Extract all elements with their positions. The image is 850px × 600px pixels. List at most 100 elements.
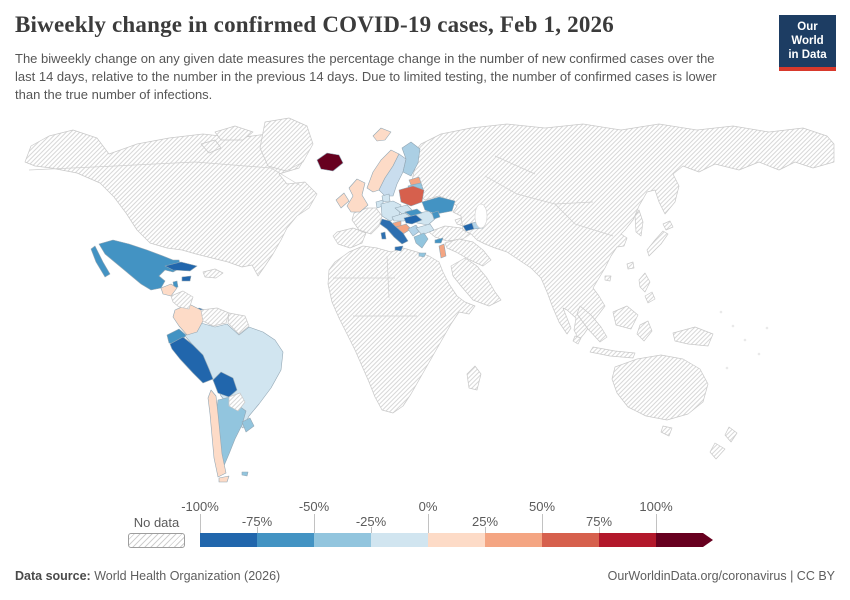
legend-bin[interactable] bbox=[314, 533, 371, 547]
region-asia bbox=[410, 123, 835, 341]
country-israel[interactable] bbox=[438, 243, 447, 259]
owid-logo-line1: Our World bbox=[791, 21, 824, 48]
legend-bin[interactable] bbox=[485, 533, 542, 547]
country-united-kingdom[interactable] bbox=[346, 178, 369, 213]
country-poland[interactable] bbox=[398, 185, 425, 207]
legend-bin[interactable] bbox=[200, 533, 257, 547]
legend-tick bbox=[542, 514, 543, 533]
legend-tick bbox=[656, 514, 657, 533]
inland-seas bbox=[474, 203, 488, 229]
footer-credit[interactable]: OurWorldinData.org/coronavirus | CC BY bbox=[607, 569, 835, 583]
region-france bbox=[351, 207, 383, 235]
world-map[interactable] bbox=[15, 116, 835, 494]
footer-source-text: World Health Organization (2026) bbox=[90, 569, 281, 583]
country-slovakia[interactable] bbox=[404, 208, 423, 217]
legend-tick-label: 75% bbox=[585, 514, 613, 529]
footer-source: Data source: World Health Organization (… bbox=[15, 569, 280, 583]
country-moldova[interactable] bbox=[431, 210, 441, 220]
region-hokkaido bbox=[662, 220, 674, 231]
legend-bin[interactable] bbox=[257, 533, 314, 547]
country-finland[interactable] bbox=[401, 141, 421, 177]
owid-logo-line2: in Data bbox=[788, 49, 827, 62]
legend-tick-label: 50% bbox=[528, 499, 556, 514]
region-arctic-islands bbox=[214, 125, 254, 141]
region-honduras-nicaragua bbox=[170, 290, 194, 310]
pacific-islands bbox=[719, 310, 769, 370]
country-guatemala[interactable] bbox=[160, 283, 178, 297]
region-sri-lanka bbox=[572, 335, 582, 345]
region-new-guinea bbox=[672, 326, 714, 347]
region-levant bbox=[444, 238, 492, 267]
colored-countries bbox=[90, 127, 484, 483]
legend-no-data-swatch[interactable] bbox=[128, 533, 185, 548]
world-map-svg[interactable] bbox=[15, 116, 835, 494]
legend-bin-overflow[interactable] bbox=[656, 533, 713, 547]
country-mexico[interactable] bbox=[90, 239, 182, 291]
footer-source-label: Data source: bbox=[15, 569, 91, 583]
no-data-regions bbox=[24, 117, 835, 460]
legend-tick-label: -75% bbox=[241, 514, 273, 529]
legend-tick-label: 0% bbox=[418, 499, 438, 514]
legend-tick bbox=[200, 514, 201, 533]
region-sakhalin bbox=[634, 209, 644, 237]
legend-no-data-label: No data bbox=[133, 515, 180, 530]
legend-bin[interactable] bbox=[542, 533, 599, 547]
region-hispaniola bbox=[202, 268, 224, 279]
region-greenland bbox=[259, 117, 314, 172]
country-cyprus[interactable] bbox=[434, 237, 444, 244]
legend-bin[interactable] bbox=[371, 533, 428, 547]
region-iberia bbox=[332, 227, 367, 249]
country-jamaica[interactable] bbox=[181, 275, 192, 282]
country-ukraine[interactable] bbox=[421, 196, 456, 215]
country-italy[interactable] bbox=[379, 218, 409, 252]
chart-subtitle: The biweekly change on any given date me… bbox=[15, 51, 717, 102]
country-greece[interactable] bbox=[413, 232, 429, 258]
legend-tick-label: -25% bbox=[355, 514, 387, 529]
country-peru[interactable] bbox=[169, 336, 214, 384]
legend-color-bar[interactable] bbox=[200, 533, 713, 547]
country-ireland[interactable] bbox=[335, 192, 350, 209]
legend-tick-label: -100% bbox=[181, 499, 219, 514]
legend-tick bbox=[314, 514, 315, 533]
country-uruguay[interactable] bbox=[241, 417, 255, 433]
region-madagascar bbox=[466, 365, 482, 391]
legend-tick-label: 25% bbox=[471, 514, 499, 529]
country-bulgaria[interactable] bbox=[415, 223, 435, 236]
legend-bin[interactable] bbox=[428, 533, 485, 547]
region-arctic-islands-2 bbox=[200, 139, 222, 154]
region-tasmania bbox=[660, 425, 673, 437]
country-svalbard[interactable] bbox=[372, 127, 392, 142]
region-africa bbox=[327, 245, 476, 414]
region-hainan bbox=[604, 275, 612, 282]
region-guianas bbox=[227, 312, 250, 335]
region-new-zealand bbox=[709, 426, 738, 460]
region-venezuela bbox=[200, 307, 230, 327]
country-bolivia[interactable] bbox=[212, 371, 238, 398]
legend-tick-label: 100% bbox=[639, 499, 673, 514]
legend-tick-label: -50% bbox=[298, 499, 330, 514]
region-sulawesi bbox=[636, 320, 653, 342]
region-philippines bbox=[638, 272, 656, 304]
region-turkey bbox=[428, 225, 474, 242]
country-chile[interactable] bbox=[207, 389, 230, 483]
owid-logo[interactable]: Our World in Data bbox=[779, 15, 836, 72]
no-data-overlays bbox=[170, 290, 250, 412]
page-title: Biweekly change in confirmed COVID-19 ca… bbox=[15, 12, 614, 37]
region-arabia bbox=[450, 257, 502, 307]
region-australia bbox=[611, 354, 709, 421]
inner-borders bbox=[28, 155, 614, 317]
legend-tick bbox=[428, 514, 429, 533]
region-sumatra bbox=[576, 305, 608, 343]
region-borneo bbox=[612, 305, 639, 330]
country-hungary[interactable] bbox=[403, 214, 423, 225]
region-java bbox=[589, 346, 636, 359]
caspian-sea bbox=[474, 203, 488, 229]
country-falkland-islands[interactable] bbox=[241, 471, 249, 477]
region-paraguay bbox=[228, 392, 246, 412]
country-iceland[interactable] bbox=[316, 152, 344, 172]
region-japan bbox=[646, 230, 669, 257]
legend-bin[interactable] bbox=[599, 533, 656, 547]
country-colombia[interactable] bbox=[172, 303, 204, 336]
country-cuba[interactable] bbox=[164, 261, 198, 272]
